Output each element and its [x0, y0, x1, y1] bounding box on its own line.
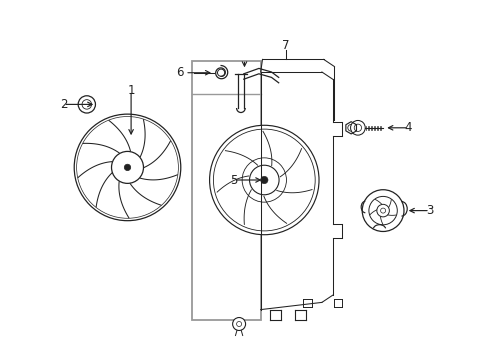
Text: 7: 7: [282, 39, 289, 51]
Circle shape: [362, 190, 403, 231]
Circle shape: [350, 121, 365, 135]
Circle shape: [78, 96, 95, 113]
Circle shape: [376, 204, 388, 217]
Circle shape: [209, 125, 318, 235]
Text: 5: 5: [229, 174, 237, 186]
Text: 6: 6: [176, 66, 183, 79]
Circle shape: [217, 69, 224, 76]
Circle shape: [249, 165, 279, 195]
Text: 3: 3: [426, 204, 433, 217]
Circle shape: [74, 114, 181, 221]
Circle shape: [368, 197, 396, 225]
Bar: [192, 61, 260, 320]
Text: 4: 4: [404, 121, 411, 134]
Circle shape: [124, 164, 130, 171]
Circle shape: [380, 208, 385, 213]
Text: 2: 2: [60, 98, 67, 111]
Text: 1: 1: [127, 84, 135, 97]
Circle shape: [232, 318, 245, 330]
Circle shape: [111, 152, 143, 183]
Circle shape: [260, 176, 267, 184]
